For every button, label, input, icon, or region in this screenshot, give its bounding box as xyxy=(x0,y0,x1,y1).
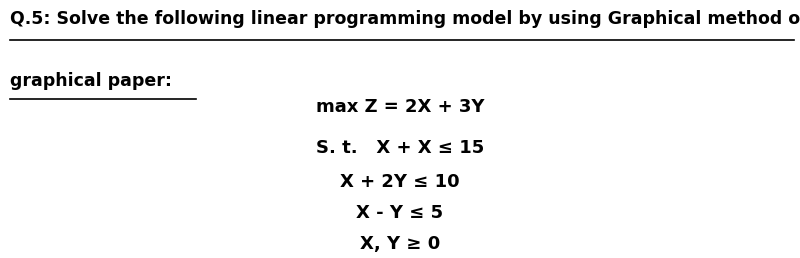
Text: X - Y ≤ 5: X - Y ≤ 5 xyxy=(357,204,443,222)
Text: max Z = 2X + 3Y: max Z = 2X + 3Y xyxy=(316,98,484,116)
Text: graphical paper:: graphical paper: xyxy=(10,72,171,90)
Text: Q.5: Solve the following linear programming model by using Graphical method on a: Q.5: Solve the following linear programm… xyxy=(10,10,800,28)
Text: X + 2Y ≤ 10: X + 2Y ≤ 10 xyxy=(340,173,460,191)
Text: S. t.   X + X ≤ 15: S. t. X + X ≤ 15 xyxy=(316,139,484,157)
Text: X, Y ≥ 0: X, Y ≥ 0 xyxy=(360,235,440,253)
